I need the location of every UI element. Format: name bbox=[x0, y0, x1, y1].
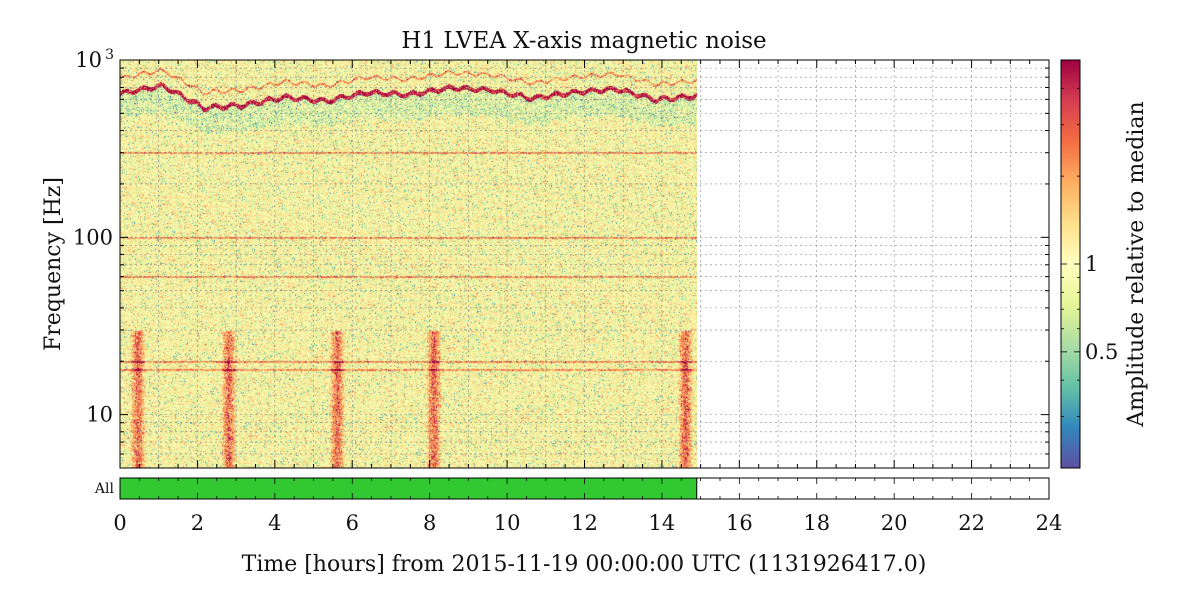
x-tick-label: 22 bbox=[958, 511, 985, 535]
y-tick-label: 100 bbox=[73, 225, 113, 249]
x-axis-label: Time [hours] from 2015-11-19 00:00:00 UT… bbox=[242, 552, 927, 577]
y-tick-label-exponent: 3 bbox=[105, 47, 114, 63]
x-tick-label: 18 bbox=[803, 511, 830, 535]
x-tick-label: 8 bbox=[423, 511, 436, 535]
y-tick-label: 10 bbox=[86, 403, 113, 427]
y-tick-label: 10 bbox=[75, 48, 102, 72]
x-tick-label: 14 bbox=[649, 511, 676, 535]
x-tick-label: 0 bbox=[113, 511, 126, 535]
x-tick-label: 4 bbox=[268, 511, 281, 535]
spectrogram-heatmap bbox=[120, 60, 697, 468]
y-axis-label: Frequency [Hz] bbox=[41, 177, 66, 351]
colorbar-tick-label: 0.5 bbox=[1085, 340, 1118, 364]
x-axis: 0 2 4 6 8 10 12 14 16 18 20 22 24 bbox=[113, 60, 1062, 535]
colorbar-label: Amplitude relative to median bbox=[1124, 101, 1149, 427]
x-tick-label: 20 bbox=[881, 511, 908, 535]
segment-active-span bbox=[119, 477, 698, 500]
x-tick-label: 6 bbox=[346, 511, 359, 535]
x-tick-label: 16 bbox=[726, 511, 753, 535]
colorbar: 0.51 bbox=[1060, 59, 1118, 469]
x-tick-label: 2 bbox=[191, 511, 204, 535]
spectrogram-image bbox=[120, 60, 697, 468]
segment-bar bbox=[119, 477, 1050, 500]
x-tick-label: 24 bbox=[1036, 511, 1063, 535]
colorbar-tick-label: 1 bbox=[1085, 252, 1098, 276]
segment-bar-label: All bbox=[94, 481, 115, 497]
x-tick-label: 10 bbox=[494, 511, 521, 535]
x-tick-label: 12 bbox=[571, 511, 598, 535]
chart-title: H1 LVEA X-axis magnetic noise bbox=[401, 28, 766, 54]
